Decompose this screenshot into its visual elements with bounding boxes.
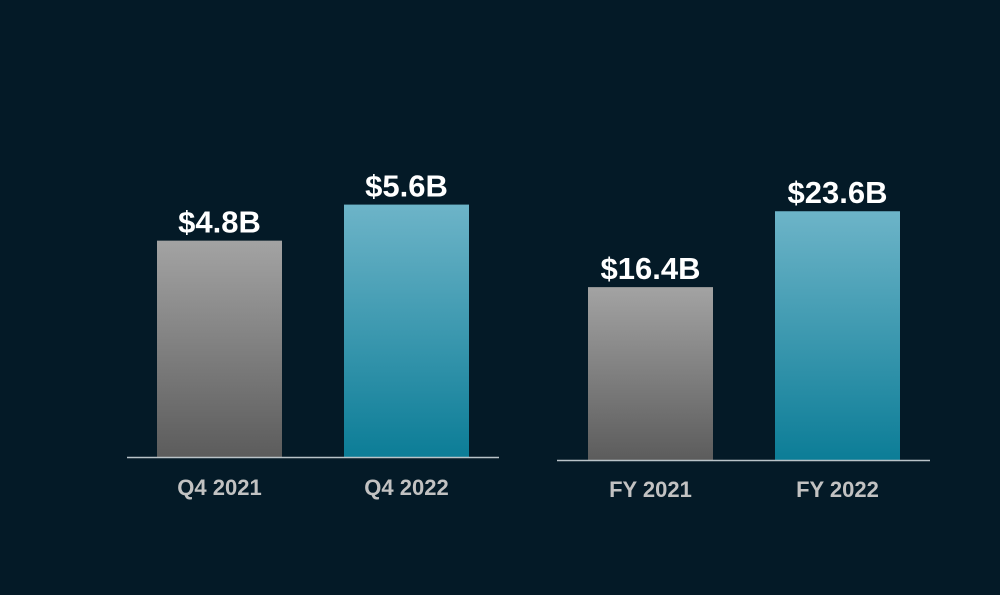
- bar-q4-2022: [344, 204, 469, 457]
- data-label: $23.6B: [788, 175, 888, 210]
- category-label: FY 2022: [796, 477, 879, 502]
- bar-fy-2021: [588, 287, 713, 460]
- data-label: $16.4B: [601, 251, 701, 286]
- bar-fy-2022: [775, 211, 900, 460]
- data-label: $4.8B: [178, 205, 261, 240]
- bar-chart-panel-1: $4.8B Q4 2021 $5.6B Q4 2022: [127, 169, 499, 500]
- data-label: $5.6B: [365, 169, 448, 204]
- bar-chart-panel-2: $16.4B FY 2021 $23.6B FY 2022: [557, 175, 930, 502]
- category-label: Q4 2022: [364, 475, 448, 500]
- category-label: Q4 2021: [177, 475, 261, 500]
- category-label: FY 2021: [609, 477, 692, 502]
- bar-q4-2021: [157, 240, 282, 457]
